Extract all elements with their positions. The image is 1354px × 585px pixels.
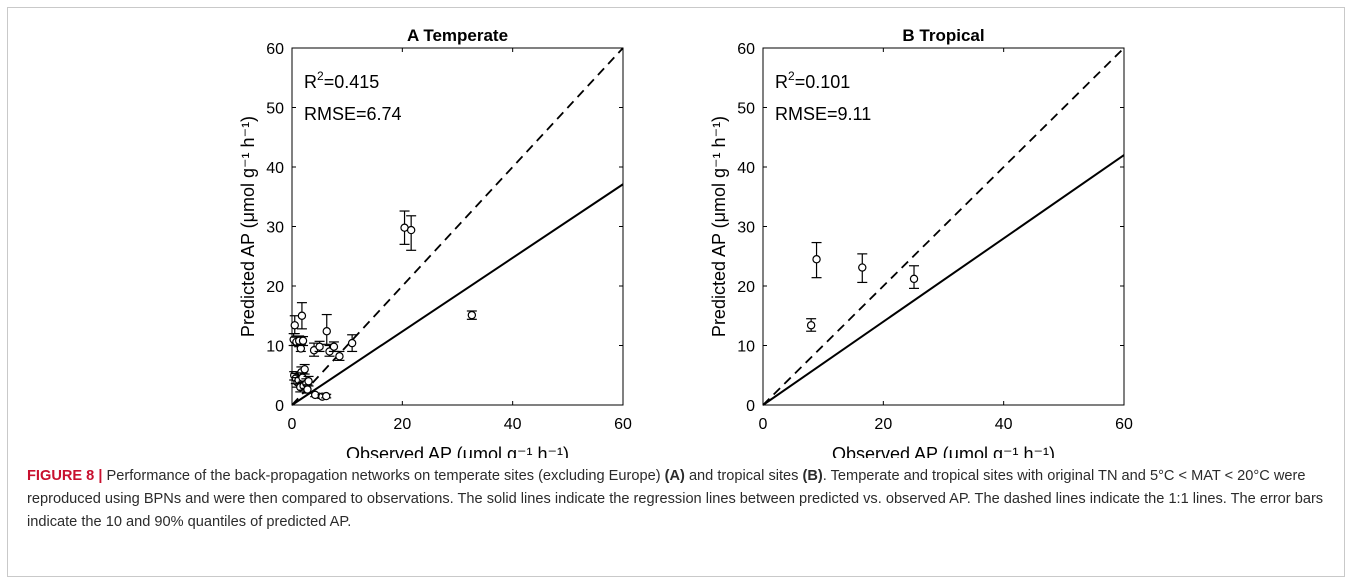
y-axis-label-b: Predicted AP (μmol g⁻¹ h⁻¹) [709,116,729,337]
data-point-a [290,321,299,330]
x-tick-label-a: 40 [504,416,522,433]
annotation-b-1: RMSE=9.11 [775,104,871,124]
y-tick-label-b: 40 [737,160,755,177]
caption-panel-ref-b: (B) [802,468,823,484]
data-point-a [406,225,416,235]
y-tick-label-a: 30 [266,220,284,237]
data-point-a [322,391,331,401]
y-axis-label-a: Predicted AP (μmol g⁻¹ h⁻¹) [238,116,258,337]
data-point-a [315,342,324,351]
one-to-one-line-b [762,47,1125,406]
annotation-a-0: R2=0.415 [304,69,379,92]
regression-line-a [291,183,624,406]
y-tick-label-b: 50 [737,101,755,118]
y-tick-label-b: 20 [737,279,755,296]
x-tick-label-a: 60 [614,416,632,433]
data-point-b [812,255,821,264]
data-point-b [858,263,867,272]
panel-a: A Temperate 0 10 20 30 40 50 60 0 20 40 60 Observed … [238,26,632,458]
y-tick-label-b: 60 [737,41,755,58]
one-to-one-line-a [291,47,624,406]
figure-plots: A Temperate 0 10 20 30 40 50 60 0 20 40 60 Observed … [238,26,1133,458]
x-tick-label-b: 60 [1115,416,1133,433]
x-tick-label-b: 20 [874,416,892,433]
y-tick-label-a: 50 [266,101,284,118]
x-tick-label-b: 40 [995,416,1013,433]
data-point-a [329,342,339,351]
y-tick-label-b: 10 [737,339,755,356]
figure-frame: A Temperate 0 10 20 30 40 50 60 0 20 40 60 Observed … [7,7,1345,577]
y-tick-label-b: 0 [746,398,755,415]
caption-text-1: Performance of the back-propagation netw… [102,468,665,484]
chart-title-a: A Temperate [407,26,508,45]
y-tick-label-a: 0 [275,398,284,415]
caption-text-2: and tropical sites [684,468,803,484]
y-tick-label-a: 20 [266,279,284,296]
data-point-b [806,321,816,330]
annotation-a-1: RMSE=6.74 [304,104,402,124]
data-point-a [300,365,309,374]
data-point-a [322,327,331,336]
y-tick-label-b: 30 [737,220,755,237]
y-tick-label-a: 40 [266,160,284,177]
annotation-b-0: R2=0.101 [775,69,850,92]
caption-figure-label: FIGURE 8 | [27,468,103,484]
data-point-a [298,336,308,345]
data-point-a [296,344,306,353]
data-point-a [304,377,313,386]
data-point-a [347,338,357,348]
data-point-a [303,385,312,394]
x-tick-label-a: 0 [288,416,297,433]
chart-title-b: B Tropical [902,26,984,45]
panel-b: B Tropical 0 10 20 30 40 50 60 0 20 40 60 Observed A… [709,26,1133,458]
y-tick-label-a: 60 [266,41,284,58]
x-tick-label-a: 20 [393,416,411,433]
regression-line-b [762,154,1125,406]
caption-text-3: . Temperate and tropical sites with orig… [27,468,1324,530]
data-point-a [297,311,307,320]
y-tick-label-a: 10 [266,339,284,356]
caption-panel-ref-a: (A) [664,468,685,484]
x-tick-label-b: 0 [759,416,768,433]
figure-caption: FIGURE 8 | Performance of the back-propa… [27,465,1343,534]
data-point-b [909,274,919,284]
data-point-a [335,352,344,361]
x-axis-label-b: Observed AP (μmol g⁻¹ h⁻¹) [832,444,1055,458]
x-axis-label-a: Observed AP (μmol g⁻¹ h⁻¹) [346,444,569,458]
data-point-a [467,310,477,320]
